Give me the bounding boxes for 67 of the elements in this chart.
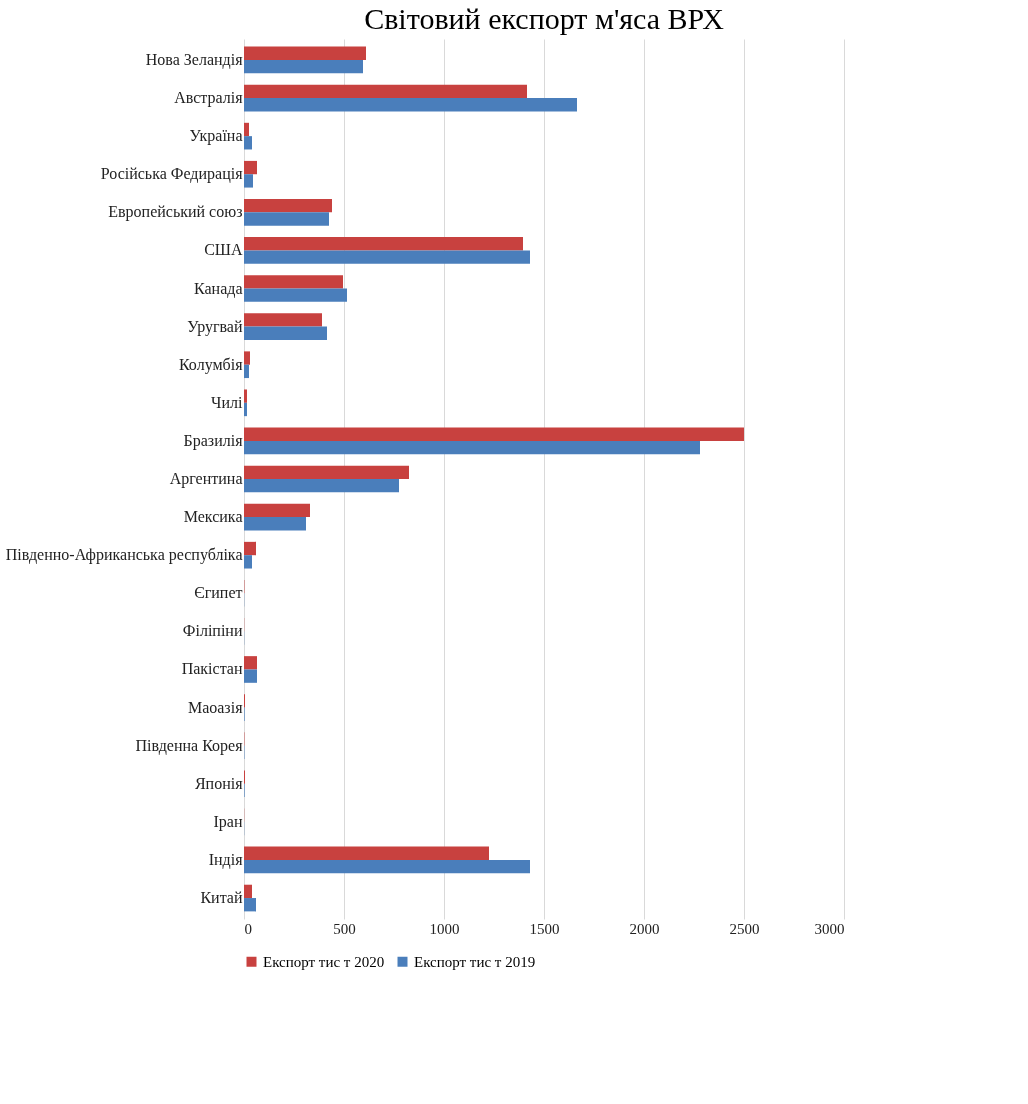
bar xyxy=(244,389,247,403)
x-tick-label: 0 xyxy=(244,920,252,937)
chart-title: Світовий експорт м'яса ВРХ xyxy=(364,2,725,35)
y-tick-label: Індія xyxy=(208,850,244,869)
x-tick-label: 2000 xyxy=(629,920,660,937)
bar xyxy=(244,846,489,860)
bar xyxy=(244,541,256,556)
bar xyxy=(244,237,523,251)
bar xyxy=(244,427,744,441)
bar xyxy=(244,160,257,175)
bar xyxy=(244,288,347,302)
bar xyxy=(244,275,343,289)
bar xyxy=(244,351,250,365)
y-tick-label: Нова Зеландія xyxy=(145,50,244,69)
x-tick-label: 1500 xyxy=(529,920,560,937)
bar xyxy=(244,250,530,264)
y-tick-label: Колумбія xyxy=(178,355,244,374)
bar xyxy=(244,326,327,340)
legend-label: Експорт тис т 2019 xyxy=(414,953,536,970)
y-tick-label: Іран xyxy=(213,812,243,831)
y-tick-label: Европейський союз xyxy=(108,203,243,222)
bar xyxy=(244,884,252,899)
bar xyxy=(244,98,577,112)
bar xyxy=(244,479,399,493)
y-tick-label: Китай xyxy=(200,889,243,907)
bar xyxy=(244,859,530,874)
y-tick-label: Філіпіни xyxy=(182,622,243,640)
y-tick-label: Єгипет xyxy=(194,584,243,602)
bar xyxy=(244,313,322,327)
bar xyxy=(244,669,257,683)
y-tick-label: Південно-Африканська республіка xyxy=(5,546,243,565)
y-tick-label: Україна xyxy=(189,127,243,146)
bar xyxy=(244,656,257,670)
bar xyxy=(244,402,247,417)
bar xyxy=(244,199,332,213)
bar xyxy=(244,212,329,226)
bar xyxy=(244,440,700,455)
bar xyxy=(244,898,256,912)
y-tick-label: Мексика xyxy=(183,508,243,526)
bar xyxy=(244,136,252,150)
x-tick-label: 1000 xyxy=(429,920,460,937)
bar xyxy=(244,122,249,137)
bar xyxy=(244,84,527,99)
bar xyxy=(244,465,409,479)
y-tick-label: Уругвай xyxy=(187,317,243,336)
y-tick-label: Південна Корея xyxy=(135,736,244,755)
y-tick-label: Пакістан xyxy=(181,660,243,678)
bar xyxy=(244,364,249,379)
y-tick-label: Російська Федирація xyxy=(100,165,244,184)
bar xyxy=(244,555,252,569)
y-tick-label: Маоазія xyxy=(187,698,244,716)
bar xyxy=(244,46,366,60)
bar xyxy=(244,59,363,74)
y-tick-label: Канада xyxy=(194,279,243,298)
y-tick-label: Аргентина xyxy=(169,470,243,488)
bar xyxy=(244,503,310,518)
y-tick-label: Чилі xyxy=(211,393,244,411)
x-tick-label: 500 xyxy=(333,920,356,937)
bar xyxy=(244,174,253,188)
y-tick-label: Японія xyxy=(194,774,244,792)
y-tick-label: Бразилія xyxy=(183,431,244,450)
legend-label: Експорт тис т 2020 xyxy=(263,953,385,970)
x-tick-label: 3000 xyxy=(814,920,845,937)
x-tick-label: 2500 xyxy=(729,920,760,937)
y-tick-label: США xyxy=(204,241,243,259)
bar xyxy=(244,517,306,531)
y-tick-label: Австралія xyxy=(174,89,244,108)
